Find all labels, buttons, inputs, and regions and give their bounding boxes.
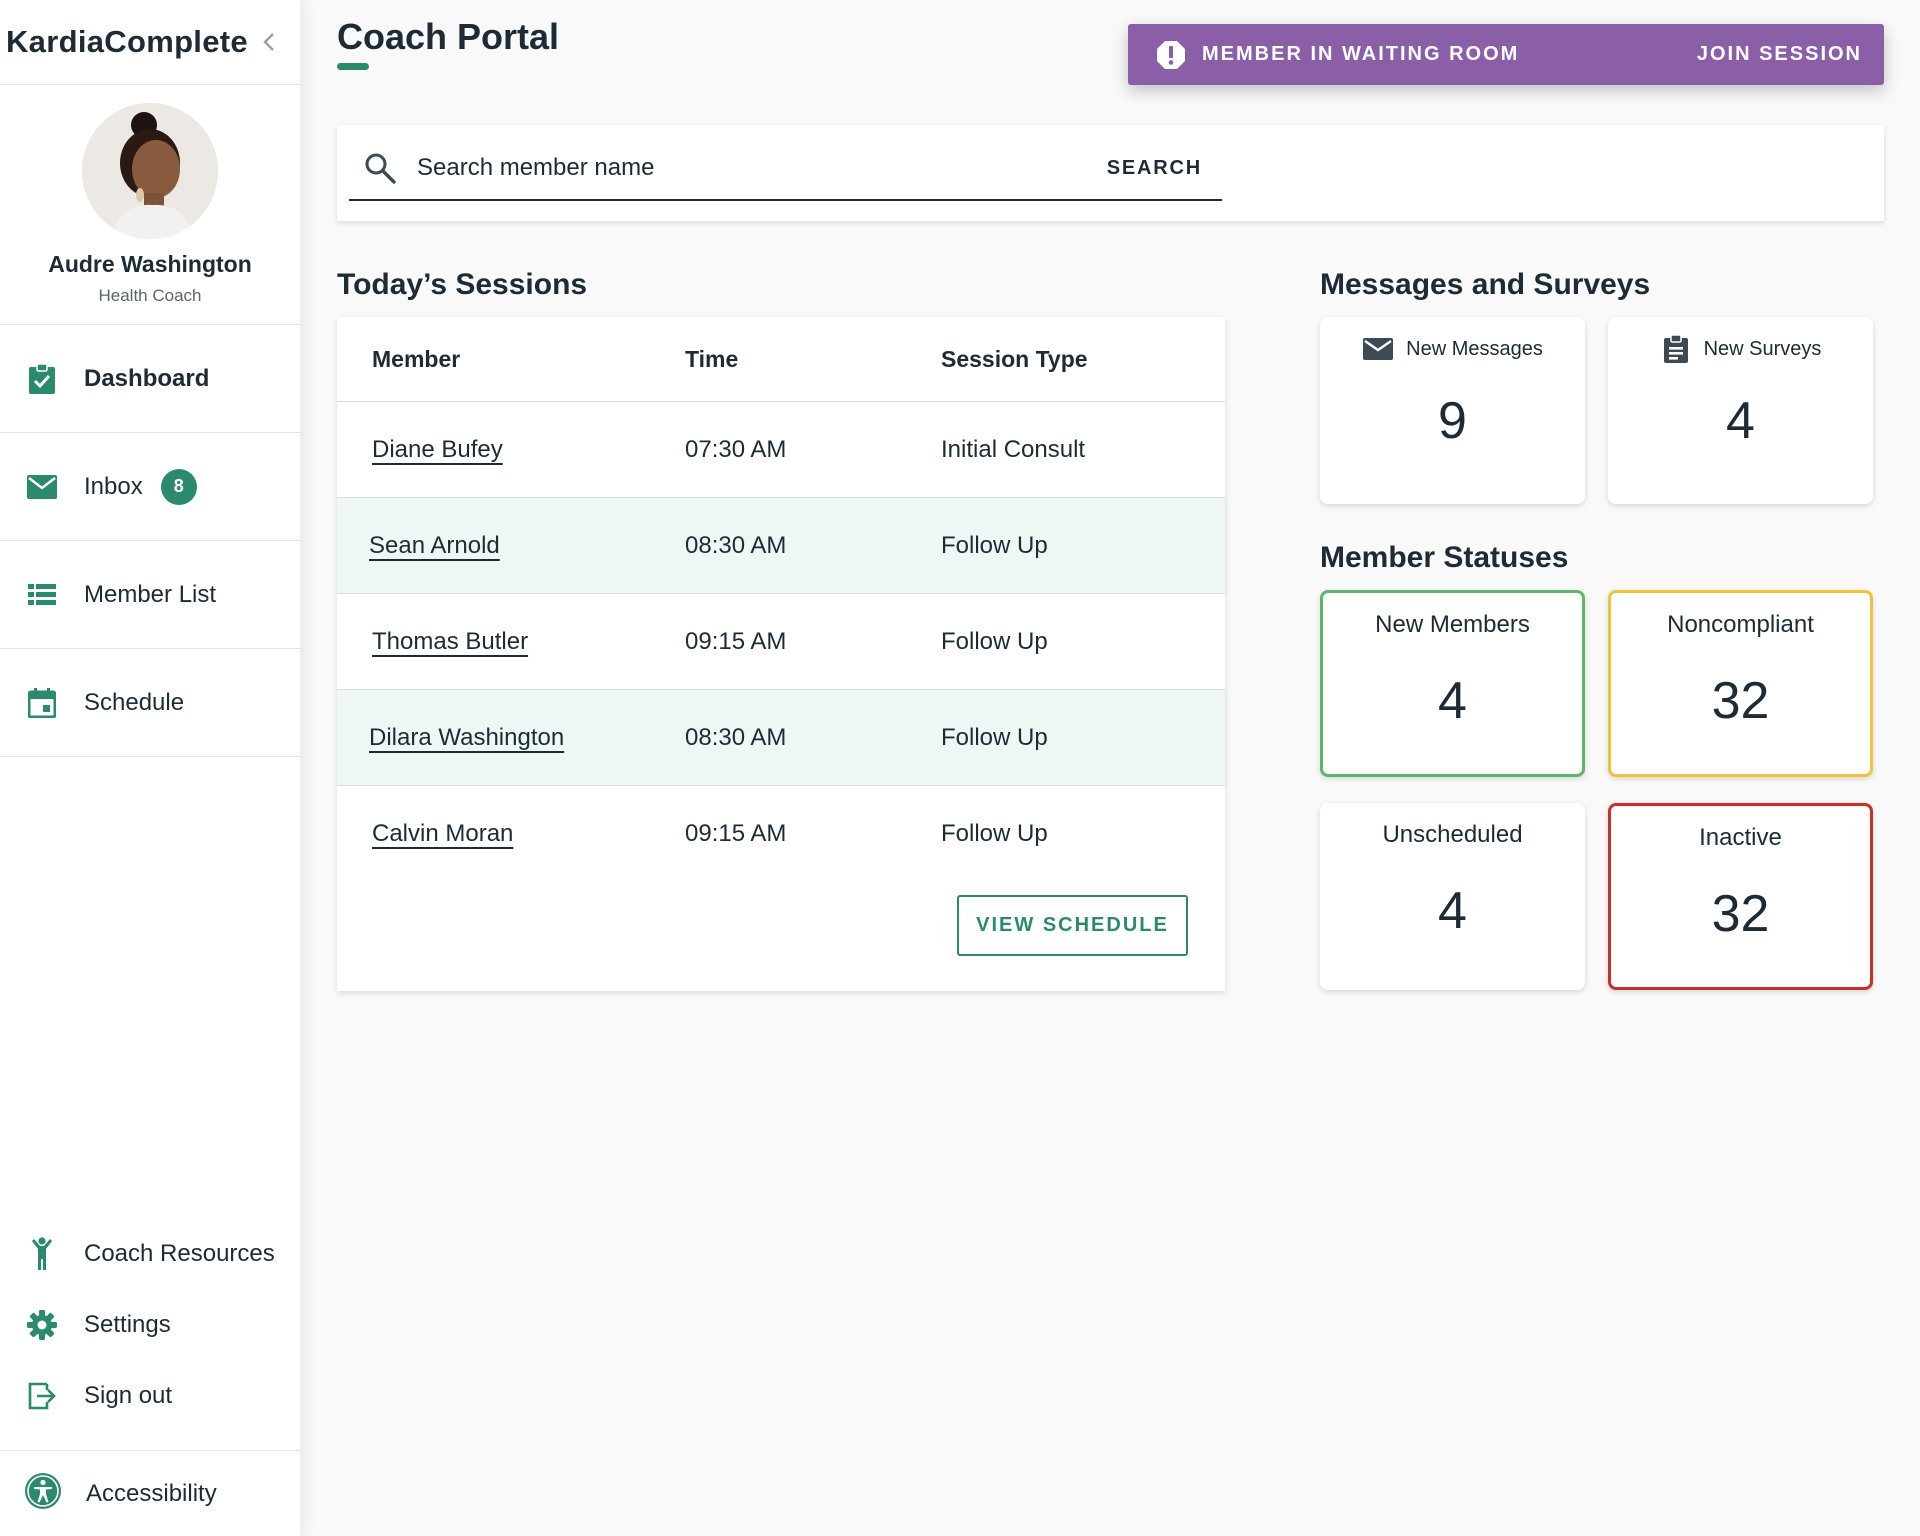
sidebar-item-label: Sign out <box>84 1381 173 1409</box>
sidebar-item-label: Member List <box>84 580 217 608</box>
gear-icon <box>26 1309 58 1341</box>
table-header: Member Time Session Type <box>337 317 1225 402</box>
session-type: Initial Consult <box>941 435 1086 463</box>
alert-text: MEMBER IN WAITING ROOM <box>1202 43 1520 65</box>
profile-name: Audre Washington <box>48 251 252 277</box>
table-row: Calvin Moran 09:15 AM Follow Up <box>337 786 1225 882</box>
page-title: Coach Portal <box>337 16 560 57</box>
new-surveys-count: 4 <box>1726 392 1755 450</box>
unscheduled-label: Unscheduled <box>1382 821 1523 848</box>
list-icon <box>26 579 58 611</box>
sidebar-item-sign-out[interactable]: Sign out <box>0 1360 300 1431</box>
sidebar-item-member-list[interactable]: Member List <box>0 541 300 649</box>
sidebar-item-label: Schedule <box>84 688 185 716</box>
title-underline <box>337 63 369 70</box>
profile: Audre Washington Health Coach <box>0 85 300 325</box>
new-messages-header: New Messages <box>1320 333 1585 365</box>
unscheduled-count: 4 <box>1438 882 1467 940</box>
sidebar-item-dashboard[interactable]: Dashboard <box>0 325 300 433</box>
column-header-session-type: Session Type <box>941 345 1088 372</box>
new-messages-card[interactable]: New Messages 9 <box>1320 317 1585 504</box>
alert-exclamation-icon <box>1156 40 1186 70</box>
new-messages-label: New Messages <box>1406 337 1543 360</box>
sessions-title: Today’s Sessions <box>337 268 588 301</box>
search-card: SEARCH <box>337 125 1884 221</box>
sidebar-item-label: Settings <box>84 1310 171 1338</box>
new-surveys-header: New Surveys <box>1608 333 1873 365</box>
envelope-icon <box>1362 333 1394 365</box>
member-link[interactable]: Thomas Butler <box>372 627 529 655</box>
sidebar-item-label: Dashboard <box>84 364 210 392</box>
session-time: 08:30 AM <box>685 531 787 559</box>
table-row: Sean Arnold 08:30 AM Follow Up <box>337 498 1225 594</box>
new-members-card[interactable]: New Members 4 <box>1320 590 1585 777</box>
brand-logo: KardiaComplete <box>6 24 248 59</box>
inactive-count: 32 <box>1711 885 1770 943</box>
sidebar-item-label: Coach Resources <box>84 1239 275 1267</box>
new-members-count: 4 <box>1438 672 1467 730</box>
avatar[interactable] <box>82 103 218 239</box>
chevron-left-icon[interactable] <box>258 31 280 53</box>
session-type: Follow Up <box>941 627 1048 655</box>
session-type: Follow Up <box>941 531 1048 559</box>
member-link[interactable]: Diane Bufey <box>372 435 503 463</box>
person-arms-up-icon <box>26 1236 58 1270</box>
session-type: Follow Up <box>941 820 1048 847</box>
new-messages-count: 9 <box>1438 392 1467 450</box>
session-time: 08:30 AM <box>685 723 787 751</box>
sidebar: KardiaComplete Audre Washington Health C… <box>0 0 300 1536</box>
table-row: Dilara Washington 08:30 AM Follow Up <box>337 690 1225 786</box>
sidebar-item-coach-resources[interactable]: Coach Resources <box>0 1218 300 1289</box>
inactive-label: Inactive <box>1699 824 1782 851</box>
new-surveys-label: New Surveys <box>1703 337 1822 360</box>
table-row: Thomas Butler 09:15 AM Follow Up <box>337 594 1225 690</box>
join-session-button[interactable]: JOIN SESSION <box>1696 43 1862 65</box>
profile-role: Health Coach <box>98 286 202 305</box>
noncompliant-count: 32 <box>1711 672 1770 730</box>
sessions-table: Member Time Session Type Diane Bufey 07:… <box>337 317 1225 991</box>
noncompliant-card[interactable]: Noncompliant 32 <box>1608 590 1873 777</box>
sidebar-item-accessibility[interactable]: Accessibility <box>0 1450 300 1536</box>
column-header-time: Time <box>685 345 739 372</box>
sidebar-item-settings[interactable]: Settings <box>0 1289 300 1360</box>
session-time: 07:30 AM <box>685 435 787 463</box>
search-button[interactable]: SEARCH <box>1106 156 1202 179</box>
new-members-label: New Members <box>1375 611 1530 638</box>
table-row: Diane Bufey 07:30 AM Initial Consult <box>337 402 1225 498</box>
search-input[interactable] <box>417 154 1107 182</box>
column-header-member: Member <box>372 345 461 372</box>
inbox-count-badge: 8 <box>160 468 197 505</box>
sidebar-item-inbox[interactable]: Inbox 8 <box>0 433 300 541</box>
view-schedule-button[interactable]: VIEW SCHEDULE <box>957 895 1188 956</box>
clipboard-icon <box>1660 333 1692 365</box>
member-link[interactable]: Sean Arnold <box>369 531 500 559</box>
sidebar-item-label: Accessibility <box>86 1479 217 1507</box>
unscheduled-card[interactable]: Unscheduled 4 <box>1320 803 1585 990</box>
search-icon <box>363 151 397 185</box>
clipboard-check-icon <box>26 362 58 395</box>
search-bar: SEARCH <box>349 137 1222 201</box>
session-time: 09:15 AM <box>685 820 787 847</box>
session-time: 09:15 AM <box>685 627 787 655</box>
sidebar-bottom-nav: Coach Resources Settings Sign out <box>0 1218 300 1431</box>
sign-out-icon <box>26 1380 58 1412</box>
inactive-card[interactable]: Inactive 32 <box>1608 803 1873 990</box>
envelope-icon <box>26 471 58 503</box>
member-statuses-title: Member Statuses <box>1320 541 1569 574</box>
sidebar-item-schedule[interactable]: Schedule <box>0 649 300 757</box>
noncompliant-label: Noncompliant <box>1667 611 1814 638</box>
brand-row: KardiaComplete <box>0 0 300 85</box>
sidebar-item-label: Inbox <box>84 472 143 500</box>
messages-title: Messages and Surveys <box>1320 268 1651 301</box>
session-type: Follow Up <box>941 723 1048 751</box>
waiting-room-alert: MEMBER IN WAITING ROOM JOIN SESSION <box>1128 24 1884 85</box>
member-link[interactable]: Calvin Moran <box>372 820 514 847</box>
member-link[interactable]: Dilara Washington <box>369 723 565 751</box>
accessibility-icon <box>24 1472 62 1515</box>
new-surveys-card[interactable]: New Surveys 4 <box>1608 317 1873 504</box>
calendar-icon <box>26 687 58 719</box>
